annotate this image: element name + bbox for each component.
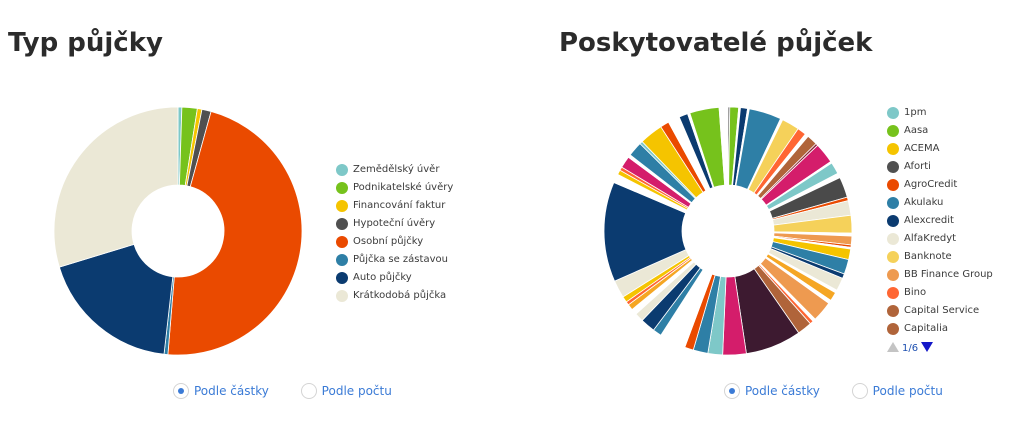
legend-label: Bino [904, 287, 927, 298]
legend-item[interactable]: Auto půjčky [336, 271, 453, 289]
legend-marker-icon [336, 200, 348, 212]
donut-slice[interactable] [167, 111, 303, 356]
legend-marker-icon [887, 197, 899, 209]
legend-label: Capital Service [904, 305, 980, 316]
legend-label: BB Finance Group [904, 269, 993, 280]
legend-marker-icon [887, 251, 899, 263]
legend-marker-icon [887, 323, 899, 335]
legend-label: Alexcredit [904, 215, 954, 226]
legend-marker-icon [336, 290, 348, 302]
legend-marker-icon [887, 215, 899, 227]
loan-type-by-count-radio[interactable]: Podle počtu [300, 383, 392, 399]
legend-label: Zemědělský úvěr [353, 164, 440, 175]
pager-up-arrow-icon[interactable] [887, 342, 899, 352]
legend-marker-icon [887, 269, 899, 281]
legend-label: Půjčka se zástavou [353, 254, 448, 265]
legend-item[interactable]: Krátkodobá půjčka [336, 289, 453, 307]
legend-item[interactable]: Zemědělský úvěr [336, 163, 453, 181]
radio-label: Podle počtu [321, 384, 392, 398]
donut-slice[interactable] [53, 106, 179, 268]
donut-slice[interactable] [718, 106, 729, 186]
legend-item[interactable]: Podnikatelské úvěry [336, 181, 453, 199]
legend-marker-icon [336, 254, 348, 266]
legend-label: Krátkodobá půjčka [353, 290, 447, 301]
legend-marker-icon [336, 218, 348, 230]
legend-label: Hypoteční úvěry [353, 218, 436, 229]
legend-marker-icon [887, 143, 899, 155]
loan-type-mode-selector: Podle částky Podle počtu [173, 383, 420, 399]
legend-label: Podnikatelské úvěry [353, 182, 454, 193]
loan-type-title: Typ půjčky [8, 28, 163, 58]
radio-label: Podle počtu [872, 384, 943, 398]
legend-item[interactable]: Banknote [887, 250, 993, 268]
legend-item[interactable]: 1pm [887, 106, 993, 124]
legend-marker-icon [887, 179, 899, 191]
loan-type-donut-chart [53, 106, 303, 356]
legend-label: Capitalia [904, 323, 948, 334]
legend-marker-icon [887, 161, 899, 173]
legend-label: Financování faktur [353, 200, 446, 211]
legend-item[interactable]: Aasa [887, 124, 993, 142]
radio-circle [173, 383, 189, 399]
legend-item[interactable]: Capitalia [887, 322, 993, 340]
legend-item[interactable]: Akulaku [887, 196, 993, 214]
legend-label: Auto půjčky [353, 272, 412, 283]
legend-label: Akulaku [904, 197, 944, 208]
legend-label: AlfaKredyt [904, 233, 957, 244]
legend-marker-icon [887, 305, 899, 317]
pager-label: 1/6 [902, 343, 919, 354]
legend-marker-icon [887, 107, 899, 119]
providers-legend: 1pm Aasa ACEMA Aforti AgroCredit Akulaku Alexc… [887, 106, 993, 340]
radio-circle [300, 383, 317, 399]
legend-item[interactable]: Capital Service [887, 304, 993, 322]
legend-marker-icon [336, 236, 348, 248]
legend-marker-icon [336, 164, 348, 176]
loan-type-panel: Typ půjčky Zemědělský úvěr Podnikatelské … [8, 28, 453, 399]
providers-mode-selector: Podle částky Podle počtu [724, 383, 971, 399]
legend-pager: 1/6 [887, 342, 934, 354]
legend-item[interactable]: Hypoteční úvěry [336, 217, 453, 235]
providers-title: Poskytovatelé půjček [559, 28, 873, 58]
providers-donut-chart [603, 106, 853, 356]
legend-marker-icon [887, 287, 899, 299]
legend-marker-icon [887, 233, 899, 245]
legend-label: AgroCredit [904, 179, 958, 190]
providers-panel: Poskytovatelé půjček 1pm Aasa ACEMA Aforti A… [512, 0, 1024, 422]
legend-item[interactable]: Aforti [887, 160, 993, 178]
radio-circle [724, 383, 740, 399]
radio-label: Podle částky [745, 384, 820, 398]
legend-item[interactable]: AlfaKredyt [887, 232, 993, 250]
legend-item[interactable]: Financování faktur [336, 199, 453, 217]
providers-by-amount-radio[interactable]: Podle částky [724, 383, 820, 399]
legend-item[interactable]: Bino [887, 286, 993, 304]
legend-label: Banknote [904, 251, 952, 262]
loan-type-by-amount-radio[interactable]: Podle částky [173, 383, 269, 399]
providers-by-count-radio[interactable]: Podle počtu [851, 383, 943, 399]
radio-circle [851, 383, 868, 399]
legend-marker-icon [336, 182, 348, 194]
pager-down-arrow-icon[interactable] [921, 342, 934, 352]
legend-item[interactable]: Alexcredit [887, 214, 993, 232]
legend-item[interactable]: ACEMA [887, 142, 993, 160]
legend-item[interactable]: AgroCredit [887, 178, 993, 196]
legend-label: Osobní půjčky [353, 236, 424, 247]
legend-label: Aforti [904, 161, 931, 172]
legend-item[interactable]: Osobní půjčky [336, 235, 453, 253]
legend-item[interactable]: BB Finance Group [887, 268, 993, 286]
donut-slice[interactable] [58, 243, 174, 355]
loan-type-legend: Zemědělský úvěr Podnikatelské úvěry Financ… [336, 163, 453, 307]
legend-label: ACEMA [904, 143, 940, 154]
legend-marker-icon [336, 272, 348, 284]
legend-marker-icon [887, 125, 899, 137]
legend-label: 1pm [904, 107, 927, 118]
legend-item[interactable]: Půjčka se zástavou [336, 253, 453, 271]
radio-label: Podle částky [194, 384, 269, 398]
legend-label: Aasa [904, 125, 929, 136]
